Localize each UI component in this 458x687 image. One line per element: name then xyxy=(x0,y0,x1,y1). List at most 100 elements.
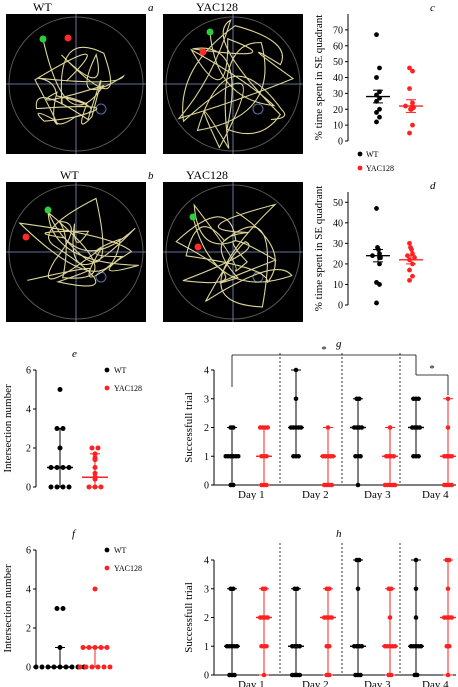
legend-wt: WT xyxy=(366,150,379,159)
maze-b-yac-image xyxy=(163,182,303,322)
y-axis-label: % time spent in SE quadrant xyxy=(313,15,325,141)
data-point xyxy=(60,606,66,611)
y-tick-label: 4 xyxy=(204,556,209,567)
data-point xyxy=(54,606,60,611)
data-point xyxy=(89,445,95,451)
data-point xyxy=(377,65,382,71)
legend-yac: YAC128 xyxy=(114,384,142,393)
swim-path xyxy=(34,38,125,125)
panel-b-letter: b xyxy=(148,170,154,182)
y-tick-label: 0 xyxy=(338,301,343,312)
data-point xyxy=(77,664,83,670)
data-point xyxy=(374,110,379,115)
maze-b-left-label: WT xyxy=(60,168,79,182)
data-point xyxy=(107,664,113,670)
data-point xyxy=(83,664,89,670)
data-point xyxy=(357,165,363,171)
end-marker xyxy=(194,243,202,251)
x-tick-label: Day 2 xyxy=(302,489,329,500)
y-tick-label: 4 xyxy=(204,366,209,377)
data-point xyxy=(412,255,417,261)
y-tick-label: 30 xyxy=(333,89,343,100)
data-point xyxy=(410,273,415,279)
chart-d: d 0 10 20 30 40 50 % time spent in SE quadrant xyxy=(313,180,436,312)
legend-wt: WT xyxy=(114,546,127,555)
data-point xyxy=(358,453,363,459)
y-tick-label: 2 xyxy=(26,444,31,455)
chart-h: h 0 1 2 3 4 Successfull trial Day 1 Day 2 Day 3 Da… xyxy=(183,528,456,687)
sig-star: * xyxy=(321,344,327,356)
y-axis-label: Intersection number xyxy=(2,564,14,653)
y-tick-label: 2 xyxy=(204,613,209,624)
start-marker xyxy=(206,28,214,36)
legend-yac: YAC128 xyxy=(114,564,142,573)
data-point xyxy=(101,664,107,670)
chart-f: f 0 2 4 6 Intersection number WT YAC128 xyxy=(2,528,142,674)
y-tick-label: 70 xyxy=(333,25,343,36)
y-tick-label: 0 xyxy=(26,663,31,674)
data-point xyxy=(57,387,63,392)
y-tick-label: 2 xyxy=(204,423,209,434)
sig-star: * xyxy=(429,363,435,375)
data-point xyxy=(104,367,110,373)
y-tick-label: 4 xyxy=(26,585,31,596)
y-tick-label: 40 xyxy=(333,218,343,229)
data-point xyxy=(377,114,382,120)
data-point xyxy=(86,484,92,490)
y-tick-label: 0 xyxy=(338,137,343,148)
panel-letter: f xyxy=(72,528,77,540)
x-tick-label: Day 1 xyxy=(238,489,265,500)
y-tick-label: 1 xyxy=(204,642,209,653)
maze-b-right-label: YAC128 xyxy=(186,168,229,182)
platform-location xyxy=(95,103,107,115)
chart-g: g 0 1 2 3 4 Successfull trial Day 1 Day 2 Day 3 Da… xyxy=(183,338,456,500)
data-point xyxy=(407,86,412,92)
data-point xyxy=(374,32,379,38)
y-tick-label: 6 xyxy=(26,366,31,377)
data-point xyxy=(409,247,414,252)
maze-a-left-label: WT xyxy=(33,0,52,14)
data-point xyxy=(264,643,269,649)
swim-path xyxy=(18,197,139,287)
data-point xyxy=(374,75,379,80)
data-point xyxy=(98,484,104,490)
data-point xyxy=(407,65,412,71)
data-point xyxy=(48,484,54,490)
legend-wt: WT xyxy=(114,366,127,375)
y-axis-label: Intersection number xyxy=(2,384,14,473)
y-tick-label: 1 xyxy=(204,452,209,463)
y-tick-label: 2 xyxy=(26,624,31,635)
data-point xyxy=(33,664,39,670)
swim-path xyxy=(175,203,293,308)
data-point xyxy=(378,255,383,261)
end-marker xyxy=(64,34,72,42)
data-point xyxy=(407,267,412,273)
y-axis-label: Successfull trial xyxy=(183,582,195,653)
data-point xyxy=(407,130,412,136)
panel-letter: c xyxy=(430,2,435,14)
start-marker xyxy=(189,213,197,221)
y-tick-label: 0 xyxy=(204,481,209,492)
end-marker xyxy=(22,233,30,241)
data-point xyxy=(39,664,45,670)
panel-a-letter: a xyxy=(148,2,154,14)
x-tick-label: Day 4 xyxy=(422,679,449,687)
x-tick-label: Day 2 xyxy=(302,679,329,687)
data-point xyxy=(410,68,415,74)
data-point xyxy=(104,385,110,391)
x-tick-label: Day 3 xyxy=(364,679,391,687)
legend-yac: YAC128 xyxy=(366,164,394,173)
y-tick-label: 0 xyxy=(204,671,209,682)
data-point xyxy=(407,277,412,283)
y-tick-label: 60 xyxy=(333,41,343,52)
y-tick-label: 50 xyxy=(333,57,343,68)
chart-c: c 0 10 20 30 40 50 60 70 % time spent in SE quadr… xyxy=(313,2,435,173)
x-tick-label: Day 4 xyxy=(422,489,449,500)
data-point xyxy=(374,119,379,125)
data-point xyxy=(374,300,379,306)
y-tick-label: 10 xyxy=(333,121,343,132)
start-marker xyxy=(44,206,52,214)
data-point xyxy=(407,240,412,246)
data-point xyxy=(377,261,382,267)
y-tick-label: 10 xyxy=(333,280,343,291)
